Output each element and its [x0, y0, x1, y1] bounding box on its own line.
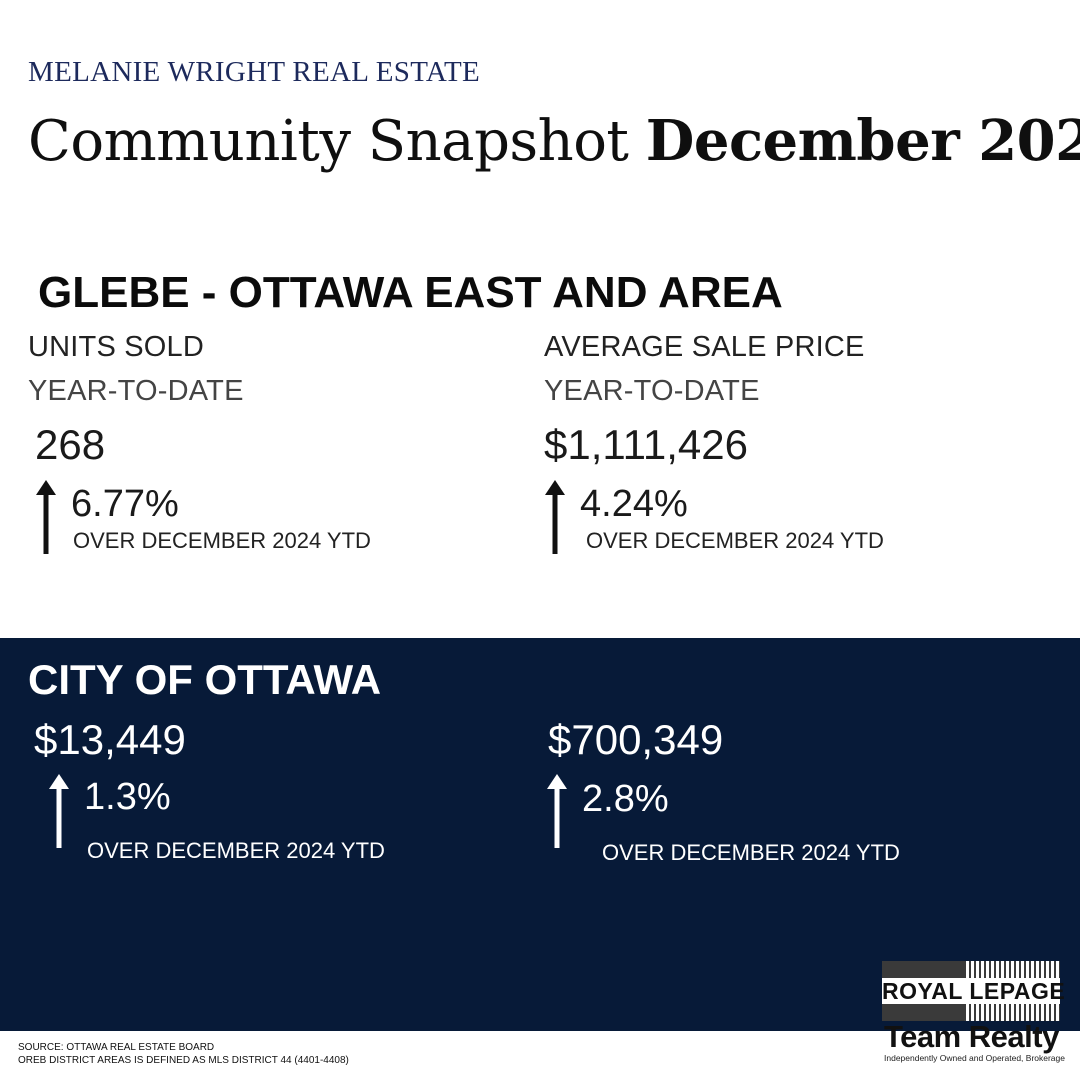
arrow-up-icon — [545, 480, 565, 554]
area-heading: GLEBE - OTTAWA EAST AND AREA — [38, 268, 783, 317]
brand-name: MELANIE WRIGHT REAL ESTATE — [28, 56, 480, 88]
footer-notes: SOURCE: OTTAWA REAL ESTATE BOARD OREB DI… — [18, 1041, 349, 1067]
logo-brand-name: ROYAL LEPAGE — [882, 978, 1066, 1004]
city-section: CITY OF OTTAWA $13,449 1.3% OVER DECEMBE… — [0, 638, 1080, 1031]
arrow-up-icon — [49, 774, 69, 848]
units-change-value: 6.77% — [71, 483, 179, 525]
city-units-comparison-label: OVER DECEMBER 2024 YTD — [87, 838, 385, 863]
city-units-value: $13,449 — [34, 716, 186, 763]
logo-team-name: Team Realty — [884, 1019, 1059, 1054]
royal-lepage-logo: ROYAL LEPAGE Team Realty Independently O… — [882, 961, 1066, 1074]
avg-price-change-value: 4.24% — [580, 483, 688, 525]
avg-price-label: AVERAGE SALE PRICE — [544, 331, 865, 363]
arrow-up-icon — [547, 774, 567, 848]
units-period-label: YEAR-TO-DATE — [28, 375, 244, 407]
title-bold: December 2025 — [645, 108, 1080, 174]
city-heading: CITY OF OTTAWA — [28, 656, 382, 703]
units-sold-value: 268 — [35, 421, 106, 468]
avg-price-value: $1,111,426 — [544, 421, 748, 468]
district-note: OREB DISTRICT AREAS IS DEFINED AS MLS DI… — [18, 1055, 349, 1066]
city-price-change-value: 2.8% — [582, 778, 669, 820]
logo-top-bars — [882, 961, 1060, 978]
logo-bottom-bars — [882, 1004, 1060, 1021]
units-sold-label: UNITS SOLD — [28, 331, 205, 363]
page-title: Community Snapshot December 2025 — [28, 108, 1080, 174]
title-regular: Community Snapshot — [28, 109, 629, 174]
source-note: SOURCE: OTTAWA REAL ESTATE BOARD — [18, 1042, 215, 1053]
city-units-change-value: 1.3% — [84, 776, 171, 818]
logo-tagline: Independently Owned and Operated, Broker… — [884, 1053, 1065, 1063]
avg-price-comparison-label: OVER DECEMBER 2024 YTD — [586, 528, 884, 553]
units-comparison-label: OVER DECEMBER 2024 YTD — [73, 528, 371, 553]
avg-price-period-label: YEAR-TO-DATE — [544, 375, 760, 407]
city-price-comparison-label: OVER DECEMBER 2024 YTD — [602, 840, 900, 865]
arrow-up-icon — [36, 480, 56, 554]
city-price-value: $700,349 — [548, 716, 724, 763]
